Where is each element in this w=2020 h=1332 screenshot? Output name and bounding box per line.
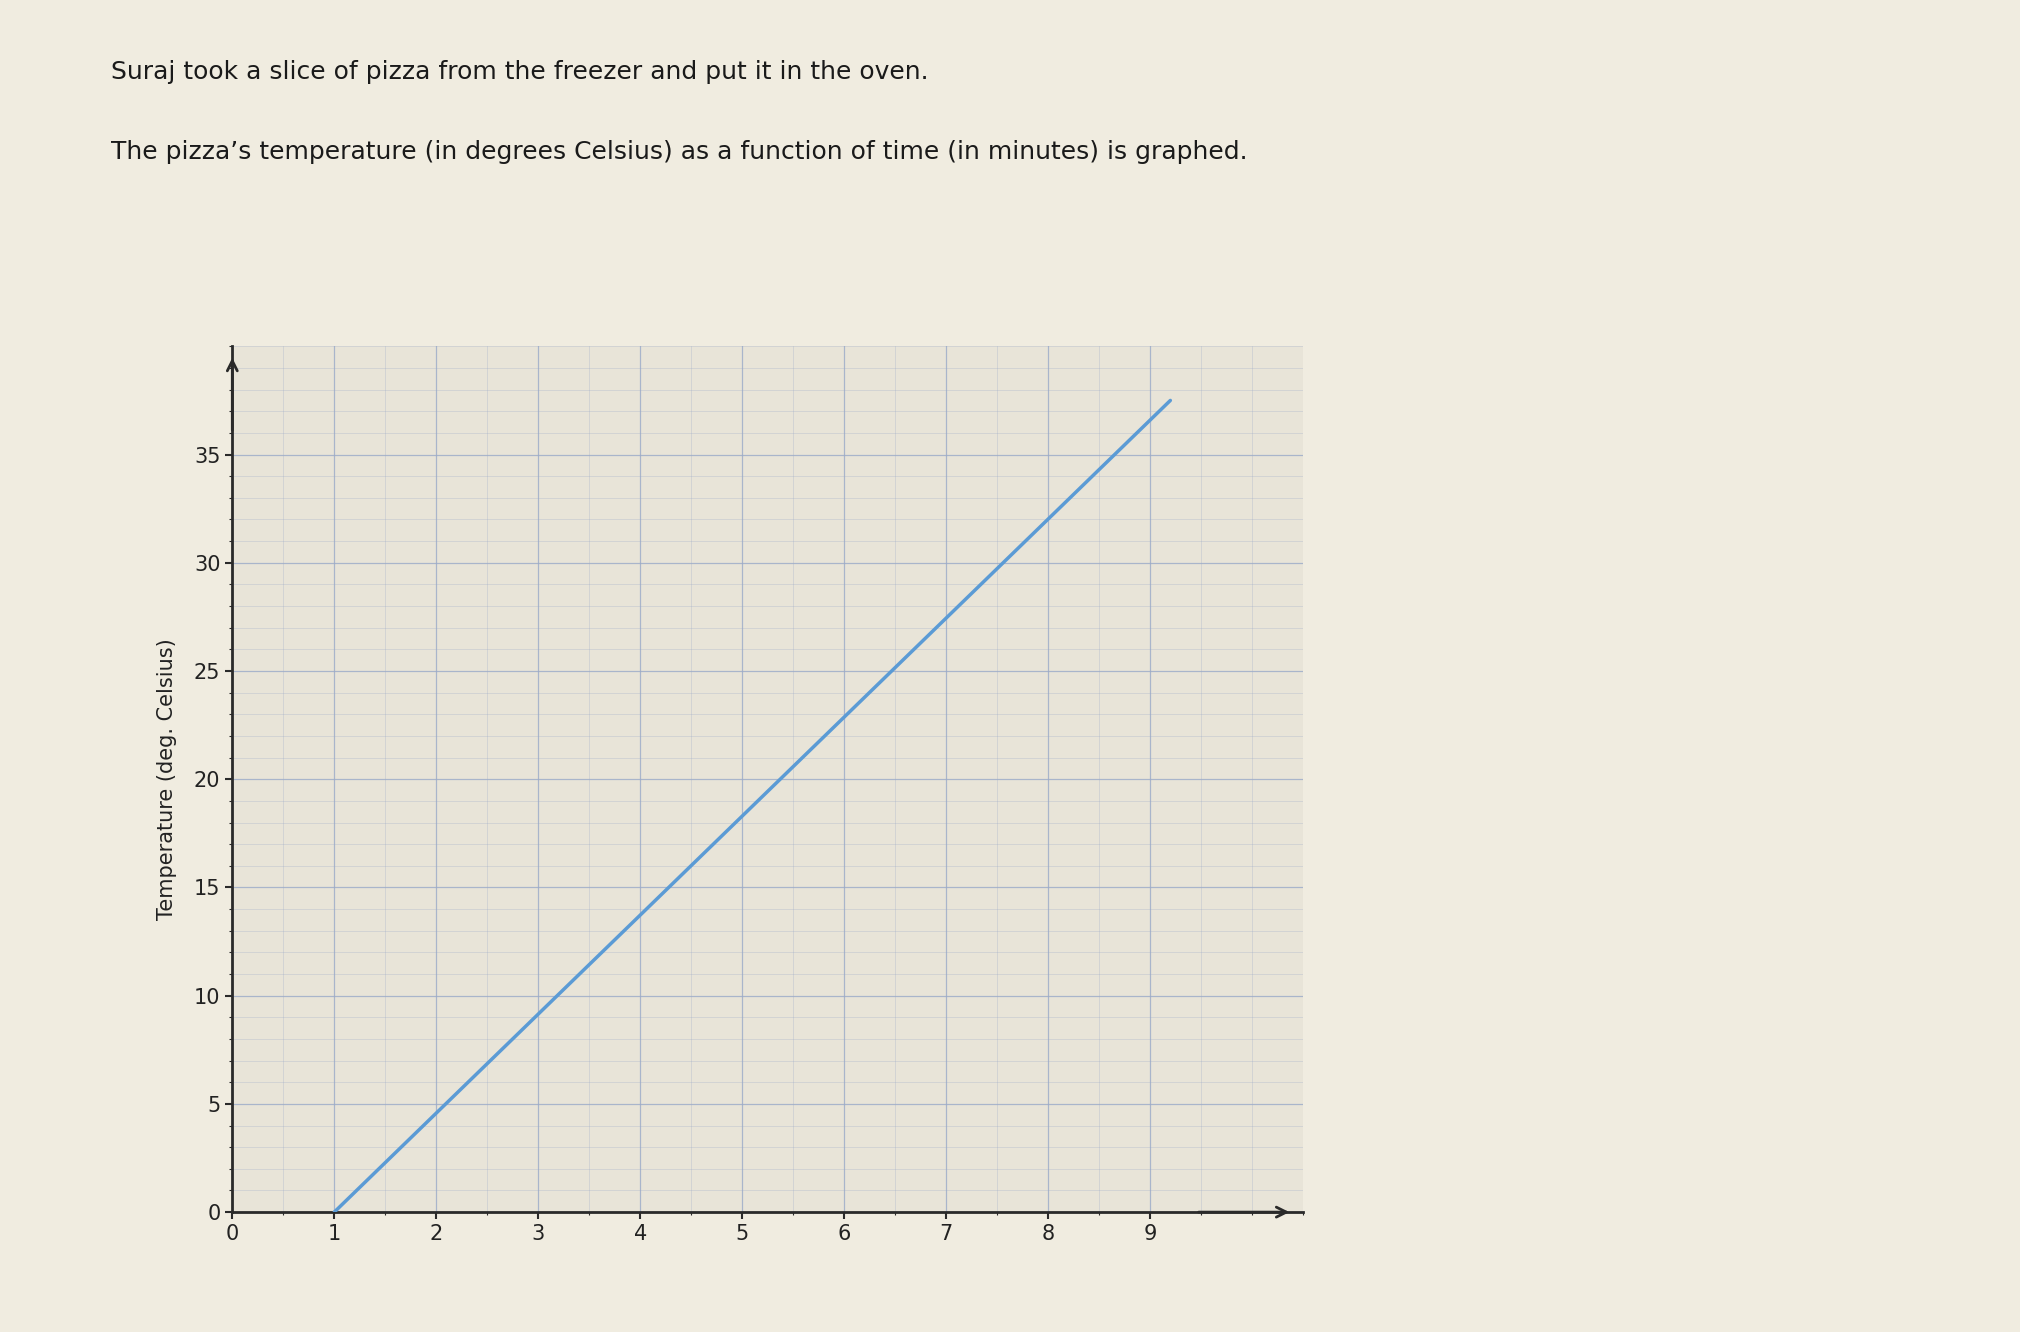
Text: The pizza’s temperature (in degrees Celsius) as a function of time (in minutes) : The pizza’s temperature (in degrees Cels… [111,140,1248,164]
Text: Suraj took a slice of pizza from the freezer and put it in the oven.: Suraj took a slice of pizza from the fre… [111,60,929,84]
Y-axis label: Temperature (deg. Celsius): Temperature (deg. Celsius) [158,638,178,920]
